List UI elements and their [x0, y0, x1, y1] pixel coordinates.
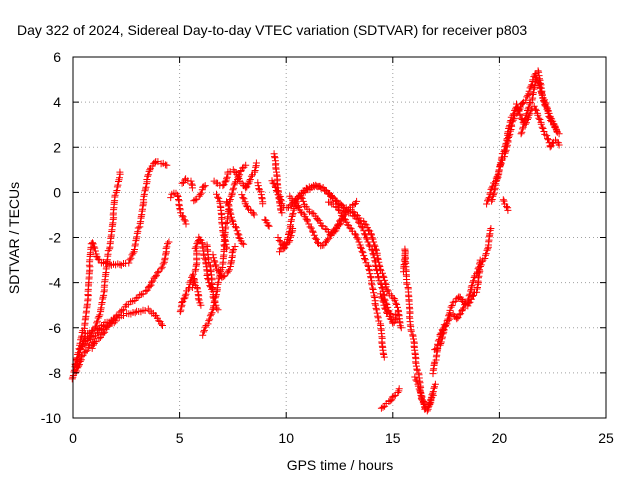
- data-point-markers: [436, 256, 484, 338]
- data-series: [436, 256, 484, 338]
- data-points: [68, 67, 563, 415]
- x-tick-label: 10: [278, 430, 294, 446]
- grid-lines: [73, 57, 606, 418]
- data-point-markers: [431, 326, 448, 354]
- data-series: [188, 275, 205, 309]
- data-point-markers: [213, 190, 230, 253]
- data-point-markers: [499, 196, 512, 214]
- x-tick-label: 25: [598, 430, 614, 446]
- y-tick-label: 6: [53, 49, 61, 65]
- data-point-markers: [286, 192, 361, 250]
- data-point-markers: [274, 225, 297, 253]
- data-point-markers: [254, 179, 267, 208]
- y-tick-label: -4: [49, 275, 62, 291]
- data-series: [209, 243, 239, 281]
- data-series: [167, 189, 190, 228]
- y-tick-label: -6: [49, 320, 62, 336]
- data-point-markers: [203, 241, 222, 314]
- data-point-markers: [429, 225, 495, 378]
- data-point-markers: [297, 193, 348, 240]
- data-series: [411, 373, 439, 415]
- data-point-markers: [73, 358, 83, 372]
- data-point-markers: [188, 275, 205, 309]
- data-series: [431, 326, 448, 354]
- data-series: [377, 385, 403, 412]
- data-series: [297, 193, 348, 240]
- data-series: [80, 168, 124, 345]
- x-tick-label: 5: [176, 430, 184, 446]
- axis-ticks: 0 5 10 15 20 25 -10 -8 -6 -4 -2 0 2 4 6: [41, 49, 614, 446]
- data-point-markers: [199, 161, 250, 339]
- data-point-markers: [167, 189, 190, 228]
- y-tick-label: 2: [53, 139, 61, 155]
- data-series: [190, 182, 209, 205]
- chart-title: Day 322 of 2024, Sidereal Day-to-day VTE…: [17, 22, 527, 38]
- data-series: [274, 225, 297, 253]
- x-tick-label: 0: [69, 430, 77, 446]
- data-series: [203, 241, 222, 314]
- data-series: [376, 290, 401, 327]
- data-series: [254, 179, 267, 208]
- data-point-markers: [268, 177, 286, 217]
- data-series: [261, 216, 273, 230]
- data-point-markers: [517, 73, 561, 138]
- data-series: [499, 196, 512, 214]
- data-series: [429, 225, 495, 378]
- data-series: [238, 191, 258, 219]
- y-tick-label: -10: [41, 410, 61, 426]
- data-series: [213, 190, 230, 253]
- data-series: [517, 73, 561, 138]
- x-axis-label: GPS time / hours: [287, 457, 394, 473]
- data-series: [88, 340, 98, 352]
- data-series: [199, 161, 250, 339]
- data-series: [73, 358, 83, 372]
- data-point-markers: [210, 159, 260, 192]
- data-series: [286, 192, 361, 250]
- data-series: [210, 159, 260, 192]
- data-point-markers: [178, 175, 196, 192]
- data-point-markers: [261, 216, 273, 230]
- data-point-markers: [377, 385, 403, 412]
- data-point-markers: [376, 290, 401, 327]
- data-point-markers: [209, 243, 239, 281]
- data-point-markers: [325, 198, 388, 361]
- data-point-markers: [223, 198, 248, 248]
- data-series: [191, 233, 216, 293]
- y-tick-label: 4: [53, 94, 61, 110]
- data-series: [223, 198, 248, 248]
- data-point-markers: [238, 191, 258, 219]
- y-tick-label: -2: [49, 230, 62, 246]
- data-series: [325, 198, 388, 361]
- data-point-markers: [80, 168, 124, 345]
- data-point-markers: [190, 182, 209, 205]
- data-point-markers: [75, 158, 171, 353]
- data-point-markers: [191, 233, 216, 293]
- plot-frame: [72, 56, 607, 419]
- y-tick-label: 0: [53, 184, 61, 200]
- data-point-markers: [88, 340, 98, 352]
- data-point-markers: [411, 373, 439, 415]
- data-series: [268, 177, 286, 217]
- data-series: [75, 158, 171, 353]
- x-tick-label: 20: [492, 430, 508, 446]
- data-series: [178, 175, 196, 192]
- y-tick-label: -8: [49, 365, 62, 381]
- x-tick-label: 15: [385, 430, 401, 446]
- y-axis-label: SDTVAR / TECUs: [6, 182, 22, 294]
